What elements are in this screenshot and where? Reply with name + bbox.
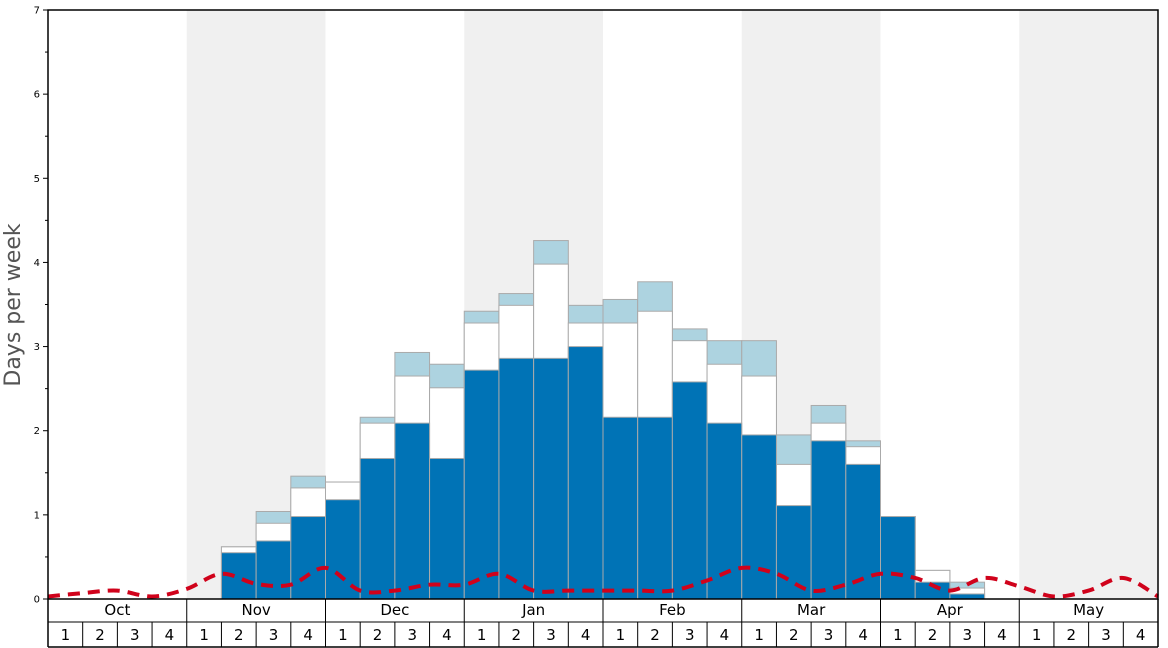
week-label-apr-4: 4 [997,626,1007,644]
week-label-may-3: 3 [1101,626,1111,644]
week-label-apr-3: 3 [962,626,972,644]
week-label-oct-4: 4 [165,626,175,644]
bar-series1-week-21 [741,434,777,600]
month-label-feb: Feb [659,601,686,619]
y-tick-label-2: 2 [34,426,40,437]
week-label-nov-3: 3 [269,626,279,644]
x-axis: Oct 1 2 3 4 Nov 1 2 3 4 Dec 1 2 3 4 Jan 1 2 3 4 Feb 1 2 3 4 Mar 1 2… [47,599,1159,648]
month-label-may: May [1073,601,1104,619]
week-label-apr-1: 1 [893,626,903,644]
week-label-jan-2: 2 [512,626,522,644]
week-label-feb-1: 1 [616,626,626,644]
y-tick-label-3: 3 [34,342,40,353]
bar-series1-week-27 [949,593,986,600]
y-tick-label-1: 1 [34,510,40,521]
bar-series1-week-12 [429,457,465,600]
bar-series1-week-9 [325,499,361,600]
average-line [47,565,1160,599]
month-label-mar: Mar [797,601,826,619]
week-label-oct-1: 1 [61,626,71,644]
week-label-nov-4: 4 [303,626,313,644]
week-label-feb-4: 4 [720,626,730,644]
bar-series1-week-13 [463,369,500,600]
week-label-jan-1: 1 [477,626,487,644]
week-label-apr-2: 2 [928,626,938,644]
week-label-feb-2: 2 [650,626,660,644]
month-label-dec: Dec [380,601,409,619]
week-label-nov-2: 2 [234,626,244,644]
y-tick-label-5: 5 [34,174,40,185]
bar-series1-week-14 [498,357,535,600]
week-label-mar-2: 2 [789,626,799,644]
bar-series1-week-23 [810,440,847,600]
bar-series1-week-22 [775,505,812,600]
week-label-dec-3: 3 [407,626,417,644]
y-tick-label-0: 0 [34,595,40,606]
average-line-layer [47,565,1160,599]
week-label-mar-3: 3 [824,626,834,644]
bar-series1-week-8 [290,516,326,600]
week-label-nov-1: 1 [199,626,209,644]
bar-series1-week-20 [706,422,743,600]
week-label-may-4: 4 [1136,626,1146,644]
week-label-dec-1: 1 [338,626,348,644]
month-label-apr: Apr [937,601,964,619]
y-tick-label-6: 6 [34,90,40,101]
week-label-mar-1: 1 [754,626,764,644]
y-tick-label-7: 7 [34,6,40,17]
bars [220,240,986,600]
month-shade-may [1019,10,1158,599]
month-label-nov: Nov [241,601,270,619]
week-label-jan-4: 4 [581,626,591,644]
week-label-dec-2: 2 [373,626,383,644]
week-label-feb-3: 3 [685,626,695,644]
week-label-may-1: 1 [1032,626,1042,644]
bar-series1-week-15 [533,357,569,600]
bar-series1-week-25 [880,516,916,600]
bar-series1-week-16 [567,346,604,600]
bar-series1-week-18 [637,416,673,600]
week-label-may-2: 2 [1067,626,1077,644]
bar-series1-week-10 [359,457,396,600]
week-label-jan-3: 3 [546,626,556,644]
month-label-jan: Jan [521,601,545,619]
week-label-dec-4: 4 [442,626,452,644]
week-label-oct-3: 3 [130,626,140,644]
y-tick-label-4: 4 [34,258,40,269]
bar-series1-week-11 [394,422,431,600]
bar-series1-week-17 [602,416,639,600]
bar-series1-week-7 [255,540,292,600]
month-label-oct: Oct [104,601,130,619]
week-label-oct-2: 2 [95,626,105,644]
bar-series1-week-19 [671,381,708,600]
y-axis-label: Days per week [1,223,26,386]
week-label-mar-4: 4 [858,626,868,644]
